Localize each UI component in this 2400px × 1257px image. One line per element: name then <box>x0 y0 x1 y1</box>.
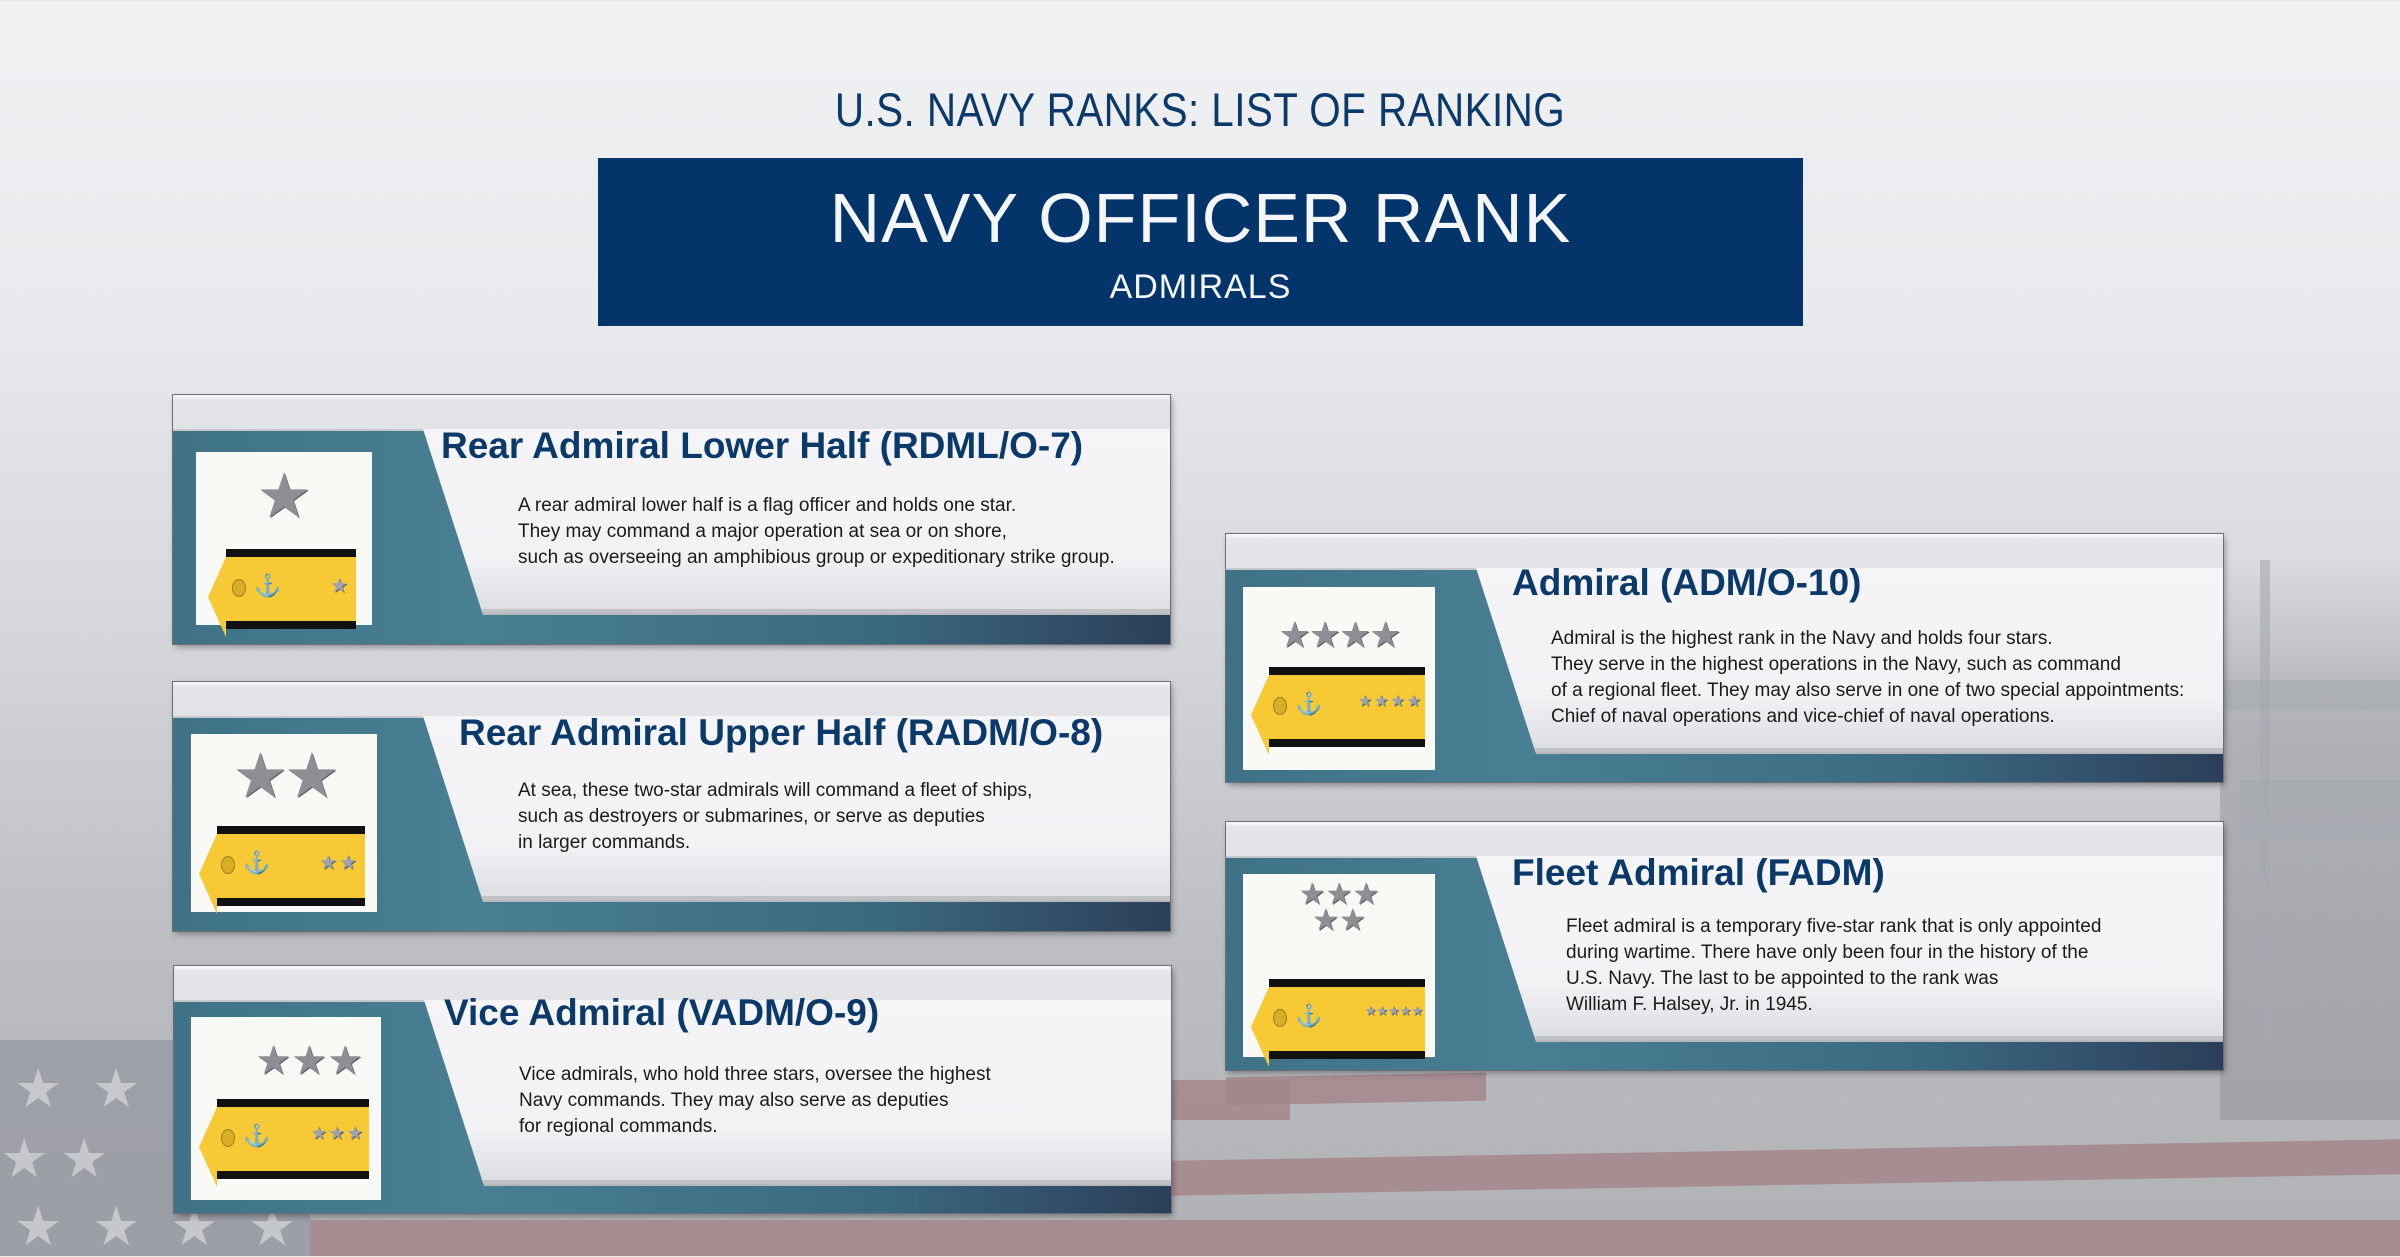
card-text-panel <box>423 716 1170 902</box>
shoulder-board: ⚓ ★★★★★ <box>1269 979 1425 1059</box>
rank-description: At sea, these two-star admirals will com… <box>518 780 1033 853</box>
board-tip <box>1251 987 1269 1067</box>
rank-title: Rear Admiral Upper Half (RADM/O-8) <box>459 712 1104 753</box>
board-tip <box>208 557 226 637</box>
insignia-panel: ★ ⚓ ★ <box>196 452 372 637</box>
rank-card-fadm: ★★★★★ ⚓ ★★★★★ Fleet Admiral (FADM) Fleet… <box>1226 822 2223 1070</box>
board-tip <box>199 1107 217 1187</box>
flag-stripe <box>1170 1139 2400 1196</box>
anchor-icon: ⚓ <box>243 1123 271 1148</box>
board-stars-icon: ★★ <box>319 852 359 874</box>
section-banner: NAVY OFFICER RANK ADMIRALS <box>598 158 1803 326</box>
flag-star-icon: ★ <box>60 1129 109 1189</box>
collar-stars-icon: ★ <box>256 462 312 531</box>
card-text-panel <box>1476 856 2223 1042</box>
flag-stripe <box>310 1220 2400 1256</box>
flag-star-icon: ★ <box>14 1197 63 1257</box>
rank-description: Fleet admiral is a temporary five-star r… <box>1566 916 2102 1015</box>
flag-star-icon: ★ <box>14 1059 63 1119</box>
collar-stars-icon: ★★ <box>232 742 339 811</box>
anchor-icon: ⚓ <box>1295 1003 1323 1028</box>
board-stars-icon: ★★★★ <box>1357 693 1423 710</box>
flag-star-icon: ★ <box>0 1129 49 1189</box>
shoulder-board: ⚓ ★ <box>226 549 356 629</box>
ship-yard <box>2220 680 2400 710</box>
insignia-panel: ★★★★ ⚓ ★★★★ <box>1243 587 1435 770</box>
rank-card-adm: ★★★★ ⚓ ★★★★ Admiral (ADM/O-10) Admiral i… <box>1226 534 2223 782</box>
rank-description: A rear admiral lower half is a flag offi… <box>518 495 1115 568</box>
insignia-panel: ★★ ⚓ ★★ <box>191 734 377 914</box>
shoulder-board: ⚓ ★★★★ <box>1269 667 1425 747</box>
flag-star-icon: ★ <box>92 1059 141 1119</box>
flag-stripe <box>1226 1072 1486 1106</box>
shoulder-board: ⚓ ★★ <box>217 826 365 906</box>
board-stars-icon: ★ <box>330 575 350 597</box>
board-button-icon <box>232 579 246 597</box>
rank-title: Vice Admiral (VADM/O-9) <box>444 992 880 1033</box>
board-tip <box>1251 675 1269 755</box>
card-text-panel <box>423 429 1170 615</box>
anchor-icon: ⚓ <box>243 850 271 875</box>
rank-card-vadm: ★★★ ⚓ ★★★ Vice Admiral (VADM/O-9) Vice a… <box>174 966 1171 1213</box>
ship-silhouette-background <box>2220 560 2400 1120</box>
board-button-icon <box>221 1129 235 1147</box>
banner-subtitle: ADMIRALS <box>1109 268 1292 306</box>
flag-star-icon: ★ <box>92 1197 141 1257</box>
shoulder-board: ⚓ ★★★ <box>217 1099 369 1179</box>
anchor-icon: ⚓ <box>254 573 282 598</box>
ship-superstructure <box>2240 780 2400 840</box>
insignia-panel: ★★★ ⚓ ★★★ <box>191 1017 381 1200</box>
page-title: U.S. NAVY RANKS: LIST OF RANKING <box>834 83 1566 136</box>
banner-title: NAVY OFFICER RANK <box>829 179 1572 257</box>
rank-title: Rear Admiral Lower Half (RDML/O-7) <box>441 425 1084 466</box>
rank-description: Admiral is the highest rank in the Navy … <box>1551 628 2185 727</box>
card-top-band <box>173 682 1170 718</box>
board-button-icon <box>1273 697 1287 715</box>
board-button-icon <box>1273 1009 1287 1027</box>
card-top-band <box>1226 822 2223 858</box>
card-text-panel <box>424 1000 1171 1186</box>
collar-stars-icon: ★★★ <box>255 1039 363 1083</box>
rank-card-rdml: ★ ⚓ ★ Rear Admiral Lower Half (RDML/O-7)… <box>173 395 1170 644</box>
anchor-icon: ⚓ <box>1295 691 1323 716</box>
collar-stars-icon: ★★★★★ <box>1298 878 1380 937</box>
rank-title: Fleet Admiral (FADM) <box>1512 852 1885 893</box>
rank-card-radm: ★★ ⚓ ★★ Rear Admiral Upper Half (RADM/O-… <box>173 682 1170 931</box>
board-stars-icon: ★★★★★ <box>1364 1003 1423 1018</box>
board-button-icon <box>221 856 235 874</box>
board-stars-icon: ★★★ <box>310 1123 365 1143</box>
insignia-panel: ★★★★★ ⚓ ★★★★★ <box>1243 874 1435 1067</box>
board-tip <box>199 834 217 914</box>
rank-description: Vice admirals, who hold three stars, ove… <box>519 1064 991 1137</box>
rank-title: Admiral (ADM/O-10) <box>1512 562 1862 603</box>
card-text-panel <box>1476 568 2223 754</box>
collar-stars-icon: ★★★★ <box>1278 614 1401 655</box>
